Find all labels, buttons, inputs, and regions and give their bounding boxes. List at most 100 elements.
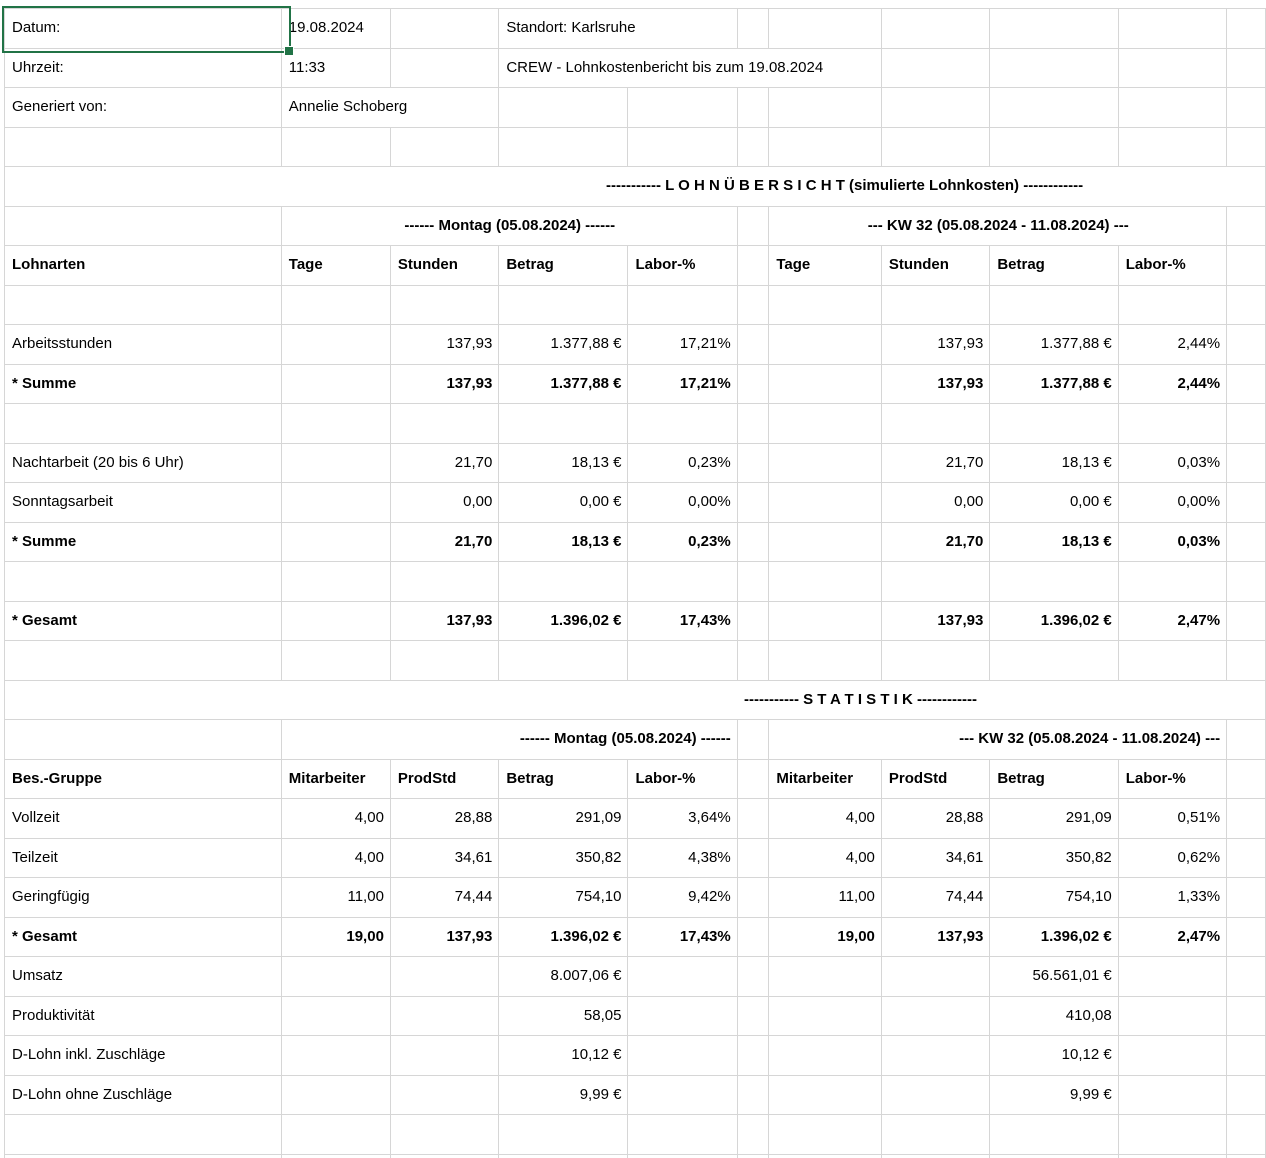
value-cell[interactable]: 754,10 <box>499 878 629 918</box>
cell[interactable] <box>990 404 1119 444</box>
value-cell[interactable]: 1.377,88 € <box>499 325 629 365</box>
value-cell[interactable]: 1.396,02 € <box>990 601 1119 641</box>
row-label-cell[interactable]: Geringfügig <box>5 878 282 918</box>
value-cell[interactable]: 11,00 <box>769 878 882 918</box>
cell[interactable] <box>881 996 991 1036</box>
column-header-cell[interactable]: Betrag <box>990 246 1119 286</box>
row-label-cell[interactable]: * Gesamt <box>5 917 282 957</box>
cell[interactable] <box>5 127 282 167</box>
cell[interactable] <box>1227 957 1266 997</box>
cell[interactable] <box>1118 641 1228 681</box>
cell[interactable] <box>881 1075 991 1115</box>
cell[interactable] <box>281 996 391 1036</box>
cell[interactable] <box>1227 364 1266 404</box>
cell[interactable] <box>390 127 500 167</box>
value-cell[interactable]: 21,70 <box>881 522 991 562</box>
cell[interactable] <box>737 285 770 325</box>
value-cell[interactable]: 0,62% <box>1118 838 1228 878</box>
value-cell[interactable]: 0,00 € <box>990 483 1119 523</box>
value-cell[interactable]: 18,13 € <box>499 443 629 483</box>
value-cell[interactable]: 8.007,06 € <box>499 957 629 997</box>
column-header-cell[interactable]: Labor-% <box>1118 759 1228 799</box>
cell[interactable] <box>1227 1036 1266 1076</box>
value-cell[interactable]: 4,00 <box>281 799 391 839</box>
column-header-cell[interactable]: Betrag <box>499 246 629 286</box>
cell[interactable] <box>1227 404 1266 444</box>
cell[interactable] <box>1227 443 1266 483</box>
value-cell[interactable]: 0,51% <box>1118 799 1228 839</box>
cell[interactable] <box>769 483 882 523</box>
uhrzeit-label-cell[interactable]: Uhrzeit: <box>5 48 282 88</box>
cell[interactable] <box>281 443 391 483</box>
cell[interactable] <box>5 641 282 681</box>
cell[interactable] <box>1227 799 1266 839</box>
cell[interactable] <box>769 1154 882 1158</box>
cell[interactable] <box>1118 285 1228 325</box>
cell[interactable] <box>881 562 991 602</box>
cell[interactable] <box>1118 1036 1228 1076</box>
value-cell[interactable]: 11,00 <box>281 878 391 918</box>
cell[interactable] <box>1227 917 1266 957</box>
cell[interactable] <box>1227 759 1266 799</box>
cell[interactable] <box>628 127 738 167</box>
row-label-cell[interactable]: D-Lohn inkl. Zuschläge <box>5 1036 282 1076</box>
value-cell[interactable]: 137,93 <box>881 364 991 404</box>
value-cell[interactable]: 137,93 <box>881 601 991 641</box>
row-label-cell[interactable]: Umsatz <box>5 957 282 997</box>
value-cell[interactable]: 17,43% <box>628 917 738 957</box>
cell[interactable] <box>769 285 882 325</box>
value-cell[interactable]: 2,44% <box>1118 364 1228 404</box>
column-header-cell[interactable]: ProdStd <box>881 759 991 799</box>
cell[interactable] <box>628 996 738 1036</box>
cell[interactable] <box>769 957 882 997</box>
value-cell[interactable]: 0,00% <box>1118 483 1228 523</box>
cell[interactable] <box>769 364 882 404</box>
cell[interactable] <box>1118 48 1228 88</box>
value-cell[interactable]: 2,47% <box>1118 917 1228 957</box>
column-header-cell[interactable]: Stunden <box>390 246 500 286</box>
cell[interactable] <box>390 1075 500 1115</box>
cell[interactable] <box>281 1115 391 1155</box>
uhrzeit-value-cell[interactable]: 11:33 <box>281 48 391 88</box>
cell[interactable] <box>628 1036 738 1076</box>
cell[interactable] <box>390 9 500 49</box>
value-cell[interactable]: 0,00% <box>628 483 738 523</box>
cell[interactable] <box>737 483 770 523</box>
column-header-cell[interactable]: Labor-% <box>628 759 738 799</box>
cell[interactable] <box>990 562 1119 602</box>
cell[interactable] <box>1227 641 1266 681</box>
cell[interactable] <box>769 1115 882 1155</box>
cell[interactable] <box>881 88 991 128</box>
row-label-cell[interactable]: * Summe <box>5 522 282 562</box>
cell[interactable] <box>769 1075 882 1115</box>
value-cell[interactable]: 10,12 € <box>990 1036 1119 1076</box>
cell[interactable] <box>737 996 770 1036</box>
cell[interactable] <box>1118 9 1228 49</box>
value-cell[interactable]: 137,93 <box>390 601 500 641</box>
cell[interactable] <box>737 246 770 286</box>
value-cell[interactable]: 10,12 € <box>499 1036 629 1076</box>
cell[interactable] <box>737 1154 770 1158</box>
value-cell[interactable]: 17,21% <box>628 325 738 365</box>
cell[interactable] <box>990 127 1119 167</box>
cell[interactable] <box>390 996 500 1036</box>
cell[interactable] <box>737 325 770 365</box>
value-cell[interactable]: 18,13 € <box>499 522 629 562</box>
column-header-cell[interactable]: Tage <box>281 246 391 286</box>
value-cell[interactable]: 21,70 <box>881 443 991 483</box>
active-cell-selection[interactable] <box>2 6 294 56</box>
cell[interactable] <box>281 404 391 444</box>
cell[interactable] <box>281 483 391 523</box>
cell[interactable] <box>737 759 770 799</box>
cell[interactable] <box>1227 88 1266 128</box>
cell[interactable] <box>1118 996 1228 1036</box>
cell[interactable] <box>1227 206 1266 246</box>
cell[interactable] <box>628 562 738 602</box>
cell[interactable] <box>769 325 882 365</box>
cell[interactable] <box>1118 1154 1228 1158</box>
cell[interactable] <box>737 878 770 918</box>
value-cell[interactable]: 4,00 <box>769 799 882 839</box>
column-header-cell[interactable]: Stunden <box>881 246 991 286</box>
cell[interactable] <box>499 88 629 128</box>
cell[interactable] <box>499 1115 629 1155</box>
